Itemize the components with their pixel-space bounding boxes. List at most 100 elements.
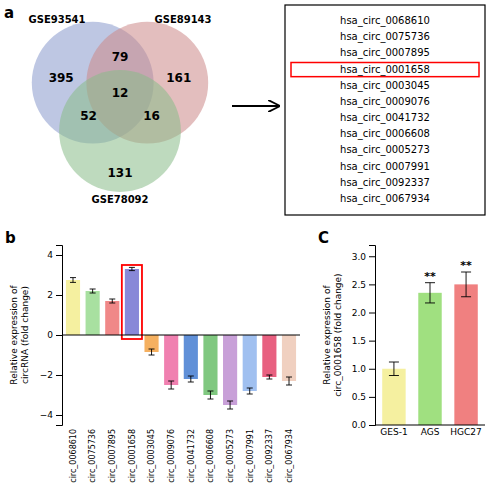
y-tick-label: 2 <box>47 290 53 300</box>
y-tick-label: 2.0 <box>352 308 367 318</box>
error-stem <box>393 362 394 376</box>
x-tick-label: circ_0067934 <box>285 429 294 483</box>
venn-circle <box>59 70 181 192</box>
region-count: 16 <box>143 109 160 123</box>
y-tick: −4 <box>40 410 62 420</box>
x-tick: HGC27 <box>450 427 481 437</box>
x-tick-label: circ_0001658 <box>128 429 137 483</box>
y-axis-line <box>56 246 63 426</box>
y-tick: 0 <box>47 330 62 340</box>
error-bar <box>109 299 115 303</box>
error-cap <box>227 401 233 402</box>
error-bar <box>207 391 213 399</box>
annotation: ** <box>460 259 472 272</box>
error-cap <box>207 399 213 400</box>
y-tick-label: 3.0 <box>352 252 367 262</box>
bar <box>454 284 477 425</box>
bar-panel: 0.00.51.01.52.02.53.0GES-1AGSHGC27****Re… <box>318 229 485 437</box>
x-tick: circ_0092337 <box>265 429 274 483</box>
error-stem <box>112 299 113 303</box>
y-tick-mark <box>369 369 375 370</box>
bar <box>382 369 405 425</box>
set-label: GSE78092 <box>91 194 148 205</box>
x-tick: circ_0007895 <box>108 429 117 483</box>
error-cap <box>70 282 76 283</box>
error-cap <box>149 355 155 356</box>
x-tick-label: circ_0075736 <box>88 429 97 483</box>
list-item: hsa_circ_0006608 <box>340 128 430 140</box>
y-tick-mark <box>369 284 375 285</box>
x-tick-label: circ_0009076 <box>167 429 176 483</box>
x-tick: circ_0075736 <box>88 429 97 483</box>
error-cap <box>188 382 194 383</box>
panel-label: a <box>4 4 14 22</box>
error-cap <box>389 362 399 363</box>
bar <box>125 269 139 335</box>
error-cap <box>286 385 292 386</box>
error-stem <box>171 381 172 389</box>
list-item: hsa_circ_0007895 <box>340 47 430 59</box>
y-axis-title: Relative expression ofcircRNA (fold chan… <box>9 285 30 385</box>
error-bar <box>129 267 135 270</box>
region-count: 12 <box>112 86 129 100</box>
bar <box>105 301 119 335</box>
y-tick: 2 <box>47 290 62 300</box>
error-bar <box>461 272 471 297</box>
region-count: 395 <box>49 71 74 85</box>
region-count: 161 <box>166 71 191 85</box>
error-stem <box>190 376 191 382</box>
error-cap <box>149 349 155 350</box>
error-stem <box>151 349 152 355</box>
bar <box>86 291 100 335</box>
highlight-box <box>291 63 479 77</box>
bar <box>262 335 276 377</box>
error-bar <box>425 283 435 303</box>
error-stem <box>210 391 211 399</box>
error-bar <box>389 362 399 376</box>
error-stem <box>430 283 431 303</box>
x-tick-label: AGS <box>421 427 440 437</box>
list-item: hsa_circ_0068610 <box>340 15 430 27</box>
panel-label: b <box>5 229 16 247</box>
x-tick: circ_0068610 <box>69 429 78 483</box>
error-bar <box>70 278 76 283</box>
x-tick-label: GES-1 <box>380 427 407 437</box>
y-tick-mark <box>56 295 62 296</box>
x-tick-label: circ_0068610 <box>69 429 78 483</box>
figure: GSE93541GSE89143GSE780923951611317952161… <box>0 0 493 500</box>
region-count: 79 <box>112 50 129 64</box>
y-axis-title: Relative expression ofcirc_0001658 (fold… <box>322 273 343 396</box>
x-tick-label: circ_0005273 <box>226 429 235 483</box>
error-cap <box>266 379 272 380</box>
error-cap <box>70 277 76 278</box>
y-axis-line <box>369 246 376 426</box>
error-cap <box>90 289 96 290</box>
error-bar <box>188 376 194 382</box>
list-item: hsa_circ_0041732 <box>340 112 430 124</box>
region-count: 52 <box>80 109 97 123</box>
error-stem <box>72 278 73 283</box>
list-item: hsa_circ_0007991 <box>340 161 430 173</box>
bar <box>184 335 198 379</box>
x-tick: circ_0003045 <box>147 429 156 483</box>
y-tick: 0.5 <box>352 392 375 402</box>
y-tick-label: 1.0 <box>352 364 367 374</box>
y-tick-mark <box>369 313 375 314</box>
x-tick: AGS <box>421 427 440 437</box>
error-cap <box>207 391 213 392</box>
bar <box>418 293 441 425</box>
y-tick: 3.0 <box>352 252 375 262</box>
error-bar <box>286 377 292 385</box>
x-tick-label: circ_0006608 <box>206 429 215 483</box>
x-tick-label: circ_0041732 <box>187 429 196 483</box>
error-bar <box>227 401 233 409</box>
annotation: ** <box>424 270 436 283</box>
y-tick-label: −4 <box>40 410 54 420</box>
error-bar <box>168 381 174 389</box>
bar-panel: −4−2024circ_0068610circ_0075736circ_0007… <box>5 229 300 483</box>
y-tick-label: −2 <box>40 370 53 380</box>
venn-panel: GSE93541GSE89143GSE780923951611317952161… <box>4 4 212 205</box>
error-cap <box>109 303 115 304</box>
set-label: GSE93541 <box>28 14 85 25</box>
zero-line <box>375 425 485 426</box>
